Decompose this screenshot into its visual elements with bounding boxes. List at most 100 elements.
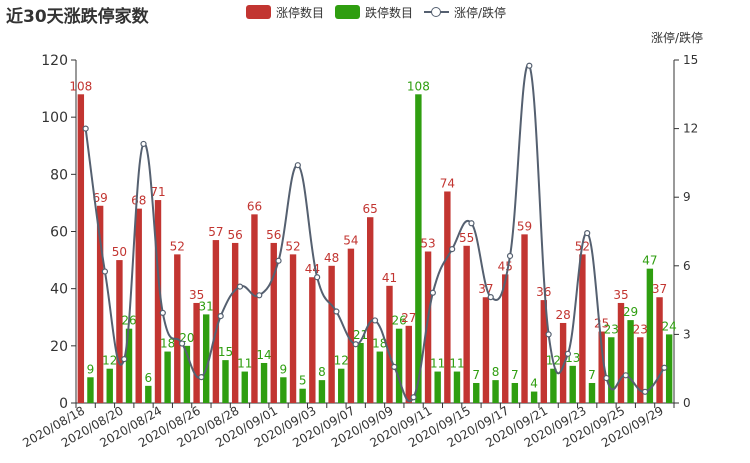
bar-down xyxy=(627,320,634,403)
bar-up xyxy=(116,260,123,403)
bar-up-label: 52 xyxy=(285,239,300,253)
bar-up-label: 27 xyxy=(401,311,416,325)
ratio-point xyxy=(82,125,89,132)
ratio-point xyxy=(584,230,591,237)
bar-up-label: 35 xyxy=(189,288,204,302)
bar-up-label: 41 xyxy=(382,271,397,285)
bar-down xyxy=(588,382,596,403)
ratio-point xyxy=(275,257,282,264)
ratio-point xyxy=(294,162,301,169)
bar-up-label: 23 xyxy=(633,322,648,336)
bar-up-label: 36 xyxy=(536,285,551,299)
ratio-point xyxy=(622,372,629,379)
legend-item-ratio[interactable]: 涨停/跌停 xyxy=(424,2,506,22)
bar-up xyxy=(502,274,509,403)
bar-up xyxy=(540,300,548,403)
bar-down xyxy=(145,385,152,403)
bar-up xyxy=(656,297,663,403)
ratio-point xyxy=(391,363,398,370)
bar-up-label: 69 xyxy=(92,191,107,205)
bar-up xyxy=(347,248,355,403)
ratio-point xyxy=(641,388,649,395)
ratio-point xyxy=(352,341,359,348)
bar-up xyxy=(367,217,374,403)
bar-down xyxy=(511,382,519,403)
ratio-point xyxy=(449,246,456,253)
y-left-tick-label: 100 xyxy=(41,110,68,126)
bar-down xyxy=(646,268,654,403)
bar-down xyxy=(473,382,480,403)
bar-up xyxy=(174,254,181,403)
bar-down xyxy=(550,368,557,403)
bar-down-label: 6 xyxy=(144,371,152,385)
legend-item-down[interactable]: 跌停数目 xyxy=(335,2,413,22)
bar-down xyxy=(338,368,345,403)
bar-down xyxy=(318,380,326,403)
bar-up xyxy=(309,277,316,403)
bar-down xyxy=(357,342,364,403)
bar-down xyxy=(87,377,94,403)
bar-down-label: 9 xyxy=(87,362,95,376)
legend-item-up[interactable]: 涨停数目 xyxy=(246,2,324,22)
ratio-point xyxy=(236,283,244,290)
bar-up-label: 59 xyxy=(517,219,532,233)
bar-up xyxy=(482,297,490,403)
ratio-point xyxy=(121,355,128,363)
bar-up-label: 35 xyxy=(613,288,628,302)
bar-up xyxy=(521,234,528,403)
bar-up-label: 44 xyxy=(305,262,320,276)
bar-down xyxy=(569,365,576,403)
bar-up-label: 65 xyxy=(363,202,378,216)
y-left-tick-label: 60 xyxy=(50,225,68,241)
bar-up xyxy=(444,191,451,403)
bar-down-label: 11 xyxy=(449,357,464,371)
legend: 涨停数目 跌停数目 涨停/跌停 xyxy=(0,2,750,24)
legend-swatch-up xyxy=(246,5,271,19)
ratio-point xyxy=(429,289,436,296)
bar-up xyxy=(617,302,625,403)
bar-up xyxy=(424,251,432,403)
bar-down xyxy=(183,345,191,403)
bar-down-label: 12 xyxy=(334,354,349,368)
bar-up-label: 45 xyxy=(498,259,513,273)
ratio-point xyxy=(545,331,552,338)
bar-up-label: 74 xyxy=(440,176,455,190)
bar-down-label: 11 xyxy=(430,357,445,371)
bar-down xyxy=(530,391,538,403)
bar-down-label: 18 xyxy=(372,337,387,351)
ratio-point xyxy=(371,317,379,324)
bar-down xyxy=(453,371,461,403)
ratio-point xyxy=(101,268,109,275)
bar-up-label: 66 xyxy=(247,199,262,213)
bar-down-label: 31 xyxy=(199,299,214,313)
bar-down-label: 26 xyxy=(391,314,406,328)
bar-up xyxy=(270,242,277,403)
bar-down xyxy=(222,360,229,403)
bar-up xyxy=(386,285,393,403)
bar-down xyxy=(415,94,422,404)
ratio-point xyxy=(487,294,494,301)
ratio-point xyxy=(256,292,263,299)
bar-up-label: 53 xyxy=(420,237,435,251)
bar-down xyxy=(280,377,287,403)
y-right-tick-label: 0 xyxy=(683,396,691,410)
bar-up xyxy=(77,94,85,404)
bar-up xyxy=(251,214,258,403)
bar-up-label: 68 xyxy=(131,194,146,208)
ratio-point xyxy=(410,394,417,401)
bar-down xyxy=(434,371,441,403)
bar-up-label: 48 xyxy=(324,251,339,265)
ratio-point xyxy=(217,313,224,320)
bar-up-label: 56 xyxy=(228,228,243,242)
bar-down xyxy=(125,328,133,403)
ratio-point xyxy=(468,220,475,227)
y-right-tick-label: 6 xyxy=(683,259,691,273)
bar-down xyxy=(202,314,210,403)
bar-down-label: 8 xyxy=(318,365,326,379)
bar-up-label: 50 xyxy=(112,245,127,259)
legend-label-ratio: 涨停/跌停 xyxy=(454,5,507,20)
y-left-tick-label: 80 xyxy=(50,167,68,183)
bar-down xyxy=(665,334,673,403)
bar-up xyxy=(193,302,200,403)
